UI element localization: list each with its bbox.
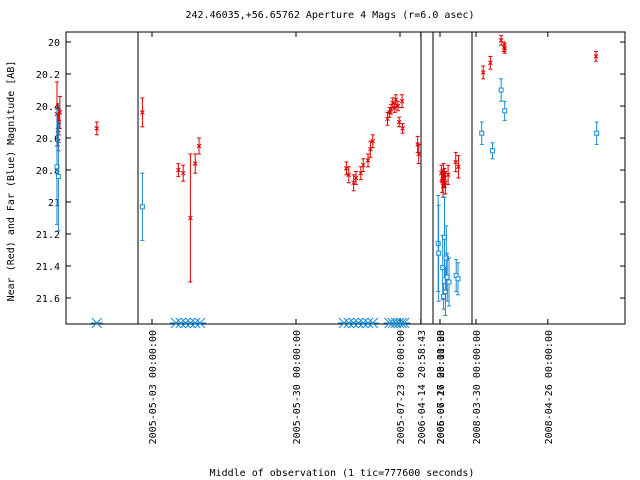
chart-title: 242.46035,+56.65762 Aperture 4 Mags (r=6… bbox=[186, 10, 475, 21]
y-tick-label: 21.6 bbox=[36, 294, 60, 305]
y-tick-label: 21 bbox=[48, 198, 60, 209]
data-point bbox=[140, 110, 145, 115]
data-point bbox=[453, 159, 459, 165]
data-point bbox=[396, 119, 402, 125]
x-axis-label: Middle of observation (1 tic=777600 seco… bbox=[210, 468, 475, 479]
data-point bbox=[502, 108, 508, 114]
data-point bbox=[360, 162, 366, 168]
data-point bbox=[400, 126, 405, 131]
data-point bbox=[455, 276, 461, 282]
x-tick-label: 2006-07-17 23:11:23 bbox=[436, 330, 447, 444]
data-point bbox=[57, 110, 63, 115]
data-point bbox=[346, 172, 352, 178]
data-point bbox=[501, 44, 507, 50]
data-point bbox=[192, 161, 198, 166]
data-point bbox=[395, 103, 401, 109]
x-tick-label: 2005-06-26 00:00:00 bbox=[436, 330, 447, 444]
y-tick-label: 21.2 bbox=[36, 230, 60, 241]
data-point bbox=[456, 164, 461, 170]
x-tick-label: 2005-07-23 00:00:00 bbox=[396, 330, 407, 444]
data-point bbox=[180, 170, 186, 176]
data-point bbox=[593, 54, 599, 59]
y-tick-label: 20.6 bbox=[36, 134, 60, 145]
y-tick-label: 20.2 bbox=[36, 70, 60, 81]
x-tick-label: 2008-03-30 00:00:00 bbox=[472, 330, 483, 444]
data-point bbox=[594, 130, 600, 136]
data-point bbox=[445, 172, 451, 178]
data-point bbox=[55, 173, 61, 179]
y-tick-label: 20.4 bbox=[36, 102, 60, 113]
y-axis-label: Near (Red) and Far (Blue) Magnitude [AB] bbox=[6, 61, 17, 302]
data-point bbox=[351, 180, 356, 186]
data-point bbox=[416, 151, 422, 157]
data-point bbox=[498, 38, 504, 43]
data-point bbox=[370, 138, 376, 144]
data-point bbox=[479, 130, 485, 136]
data-point bbox=[196, 143, 202, 149]
data-point bbox=[176, 167, 181, 173]
y-tick-label: 20 bbox=[48, 38, 60, 49]
data-point bbox=[498, 87, 504, 93]
data-point bbox=[480, 70, 486, 75]
data-point bbox=[488, 60, 493, 66]
data-point bbox=[139, 204, 145, 210]
data-point bbox=[446, 279, 452, 285]
x-tick-label: 2005-05-03 00:00:00 bbox=[148, 330, 159, 444]
data-point bbox=[436, 250, 442, 256]
x-tick-label: 2005-05-30 00:00:00 bbox=[292, 330, 303, 444]
data-point bbox=[392, 105, 398, 110]
data-point bbox=[393, 97, 399, 102]
data-point bbox=[188, 215, 193, 221]
x-tick-label: 2008-04-26 00:00:00 bbox=[544, 330, 555, 444]
data-point bbox=[443, 180, 448, 186]
data-point bbox=[490, 148, 496, 154]
data-point bbox=[365, 158, 371, 163]
data-point bbox=[353, 175, 359, 181]
data-point bbox=[54, 164, 60, 170]
data-point bbox=[502, 46, 508, 51]
plot-frame bbox=[65, 31, 626, 325]
data-point bbox=[94, 126, 100, 131]
y-tick-label: 21.4 bbox=[36, 262, 60, 273]
x-tick-label: 2006-04-14 20:58:43 bbox=[417, 330, 428, 444]
y-tick-label: 20.8 bbox=[36, 166, 60, 177]
plot-area: 20 20.2 20.4 20.6 20.8 21 21.2 21.4 21.6 2005-05-… bbox=[36, 31, 626, 444]
data-point bbox=[399, 98, 405, 104]
